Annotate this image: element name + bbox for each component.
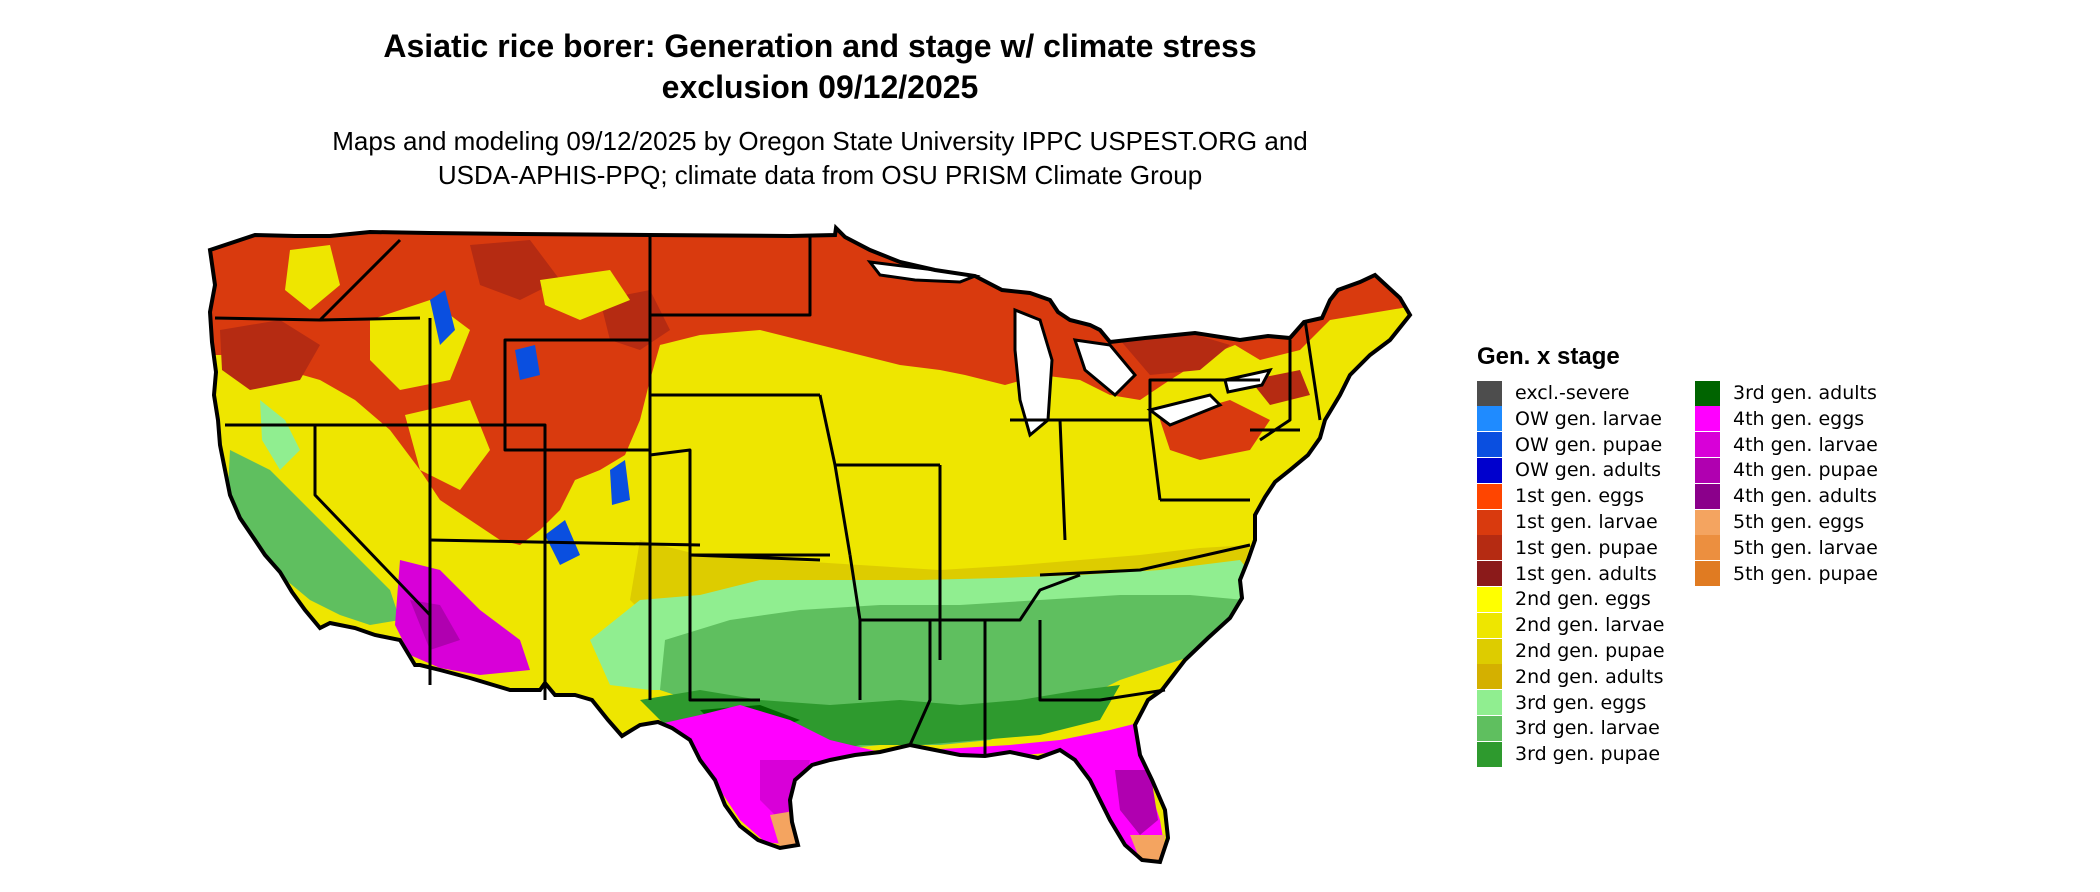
map-title-line1: Asiatic rice borer: Generation and stage… xyxy=(383,28,1257,64)
legend-label: OW gen. larvae xyxy=(1515,407,1662,430)
legend-item: 5th gen. pupae xyxy=(1695,561,1878,587)
legend-swatch xyxy=(1695,509,1720,535)
legend-swatch xyxy=(1477,612,1502,638)
legend-label: 2nd gen. larvae xyxy=(1515,614,1665,637)
legend-label: 5th gen. eggs xyxy=(1733,511,1865,533)
legend-swatch xyxy=(1477,561,1502,587)
legend-item: 1st gen. larvae xyxy=(1477,509,1658,535)
legend-item: 1st gen. adults xyxy=(1477,561,1657,587)
legend-label: 3rd gen. eggs xyxy=(1515,691,1647,714)
legend-item: 4th gen. eggs xyxy=(1695,406,1864,432)
map-title: Asiatic rice borer: Generation and stage… xyxy=(320,26,1320,108)
legend-swatch xyxy=(1477,715,1502,741)
legend-label: 4th gen. pupae xyxy=(1733,459,1878,482)
legend-label: 4th gen. larvae xyxy=(1733,433,1878,456)
legend-item: OW gen. adults xyxy=(1477,457,1661,483)
legend-label: 5th gen. larvae xyxy=(1733,536,1878,559)
legend-label: 3rd gen. adults xyxy=(1733,382,1877,404)
legend-swatch xyxy=(1477,380,1502,406)
legend-item: 4th gen. pupae xyxy=(1695,457,1878,483)
legend-label: 2nd gen. eggs xyxy=(1515,588,1651,611)
legend-swatch xyxy=(1477,432,1502,458)
legend-swatch xyxy=(1477,535,1502,561)
legend-label: 2nd gen. adults xyxy=(1515,665,1664,688)
legend-item: excl.-severe xyxy=(1477,380,1630,406)
legend-item: 5th gen. larvae xyxy=(1695,535,1878,561)
legend-item: 3rd gen. larvae xyxy=(1477,715,1660,741)
legend-item: 2nd gen. pupae xyxy=(1477,638,1665,664)
legend-label: 1st gen. adults xyxy=(1515,562,1657,585)
legend-swatch xyxy=(1695,406,1720,432)
legend-swatch xyxy=(1477,690,1502,716)
legend-label: excl.-severe xyxy=(1515,382,1630,404)
legend-swatch xyxy=(1477,457,1502,483)
legend-label: OW gen. pupae xyxy=(1515,433,1663,456)
legend-item: 5th gen. eggs xyxy=(1695,509,1864,535)
legend-item: 3rd gen. eggs xyxy=(1477,690,1646,716)
legend-item: 2nd gen. eggs xyxy=(1477,586,1651,612)
legend-swatch xyxy=(1695,457,1720,483)
legend-item: 3rd gen. pupae xyxy=(1477,741,1660,767)
legend-swatch xyxy=(1477,664,1502,690)
map-subtitle-line1: Maps and modeling 09/12/2025 by Oregon S… xyxy=(332,126,1308,156)
legend-item: 1st gen. eggs xyxy=(1477,483,1644,509)
legend-swatch xyxy=(1477,509,1502,535)
map-title-line2: exclusion 09/12/2025 xyxy=(661,69,979,105)
legend-item: 1st gen. pupae xyxy=(1477,535,1658,561)
legend-label: OW gen. adults xyxy=(1515,459,1662,482)
state-borders xyxy=(214,236,1322,755)
legend-label: 5th gen. pupae xyxy=(1733,562,1878,585)
legend-title: Gen. x stage xyxy=(1477,343,1620,370)
legend-item: OW gen. larvae xyxy=(1477,406,1662,432)
map-subtitle-line2: USDA-APHIS-PPQ; climate data from OSU PR… xyxy=(437,160,1203,190)
legend-label: 1st gen. eggs xyxy=(1515,485,1645,508)
legend-swatch xyxy=(1695,483,1720,509)
legend-label: 1st gen. larvae xyxy=(1515,511,1658,533)
legend-label: 4th gen. adults xyxy=(1733,485,1877,508)
legend-label: 3rd gen. pupae xyxy=(1515,743,1661,766)
legend-item: 2nd gen. larvae xyxy=(1477,612,1664,638)
legend-swatch xyxy=(1477,483,1502,509)
legend-item: 4th gen. larvae xyxy=(1695,432,1878,458)
legend-label: 2nd gen. pupae xyxy=(1515,640,1665,662)
legend-item: 4th gen. adults xyxy=(1695,483,1877,509)
great-lakes xyxy=(866,260,1273,438)
legend-swatch xyxy=(1695,561,1720,587)
legend-swatch xyxy=(1477,638,1502,664)
legend-item: 3rd gen. adults xyxy=(1695,380,1877,406)
legend-swatch xyxy=(1477,741,1502,767)
legend-swatch xyxy=(1695,432,1720,458)
legend-label: 3rd gen. larvae xyxy=(1515,717,1660,740)
legend-item: 2nd gen. adults xyxy=(1477,664,1663,690)
map-subtitle: Maps and modeling 09/12/2025 by Oregon S… xyxy=(270,124,1370,192)
legend-swatch xyxy=(1477,586,1502,612)
legend-swatch xyxy=(1695,535,1720,561)
legend-label: 4th gen. eggs xyxy=(1733,407,1865,430)
legend-item: OW gen. pupae xyxy=(1477,432,1662,458)
legend-swatch xyxy=(1477,406,1502,432)
legend-swatch xyxy=(1695,380,1720,406)
legend-label: 1st gen. pupae xyxy=(1515,536,1658,559)
